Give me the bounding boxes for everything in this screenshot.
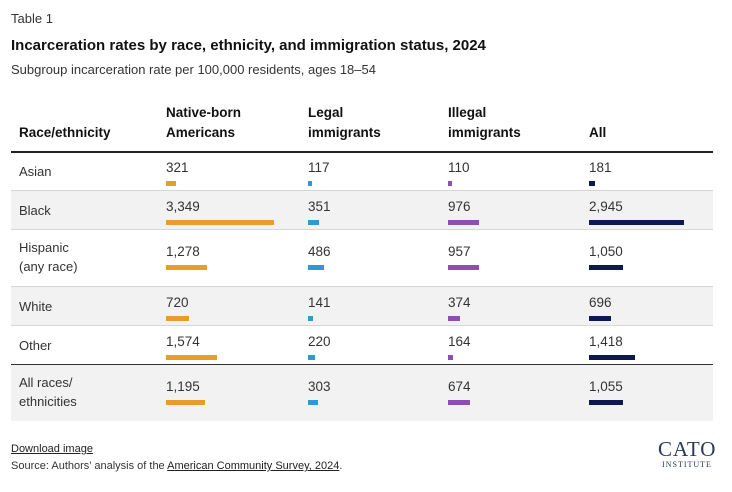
bar-native-born [166,181,176,186]
value-native-born: 720 [166,295,189,310]
row-label: Other [19,338,52,353]
table-title: Incarceration rates by race, ethnicity, … [11,37,486,54]
value-illegal-immigrants: 957 [448,244,471,259]
bar-all [589,355,635,360]
bar-legal-immigrants [308,181,312,186]
source-link[interactable]: American Community Survey, 2024 [167,460,340,472]
bar-illegal-immigrants [448,355,453,360]
value-native-born: 1,574 [166,334,200,349]
row-divider [11,364,713,365]
value-legal-immigrants: 486 [308,244,331,259]
table-row: Asian 321 117 110 181 [11,152,713,191]
value-illegal-immigrants: 976 [448,199,471,214]
data-table: Race/ethnicity Native-born Americans Leg… [11,0,713,492]
bar-illegal-immigrants [448,265,479,270]
source-prefix: Source: Authors’ analysis of the [11,460,168,472]
bar-illegal-immigrants [448,181,452,186]
value-illegal-immigrants: 674 [448,379,471,394]
column-header-all: All [589,125,607,140]
value-illegal-immigrants: 110 [448,160,470,175]
value-native-born: 3,349 [166,199,200,214]
bar-all [589,316,611,321]
value-legal-immigrants: 220 [308,334,331,349]
bar-legal-immigrants [308,355,315,360]
value-native-born: 1,195 [166,379,200,394]
bar-native-born [166,400,205,405]
value-legal-immigrants: 303 [308,379,331,394]
bar-legal-immigrants [308,400,318,405]
value-all: 2,945 [589,199,623,214]
value-all: 181 [589,160,612,175]
value-all: 696 [589,295,612,310]
column-header-illegal-immigrants: Illegal immigrants [448,105,521,140]
row-label: Hispanic (any race) [19,240,78,274]
value-legal-immigrants: 141 [308,295,331,310]
bar-native-born [166,355,217,360]
bar-all [589,181,595,186]
row-divider [11,190,713,191]
logo-wordmark: CATO [658,437,717,461]
value-all: 1,050 [589,244,623,259]
cato-logo: CATO INSTITUTE [658,438,716,474]
bar-native-born [166,265,207,270]
row-label: Black [19,203,51,218]
row-divider [11,229,713,230]
row-divider [11,286,713,287]
table-row: Hispanic (any race) 1,278 486 957 1,050 [11,230,713,287]
table-number: Table 1 [11,11,53,26]
row-label: Asian [19,164,52,179]
download-image-link[interactable]: Download image [11,443,93,455]
table-row: Other 1,574 220 164 1,418 [11,326,713,365]
table-row: White 720 141 374 696 [11,287,713,326]
value-legal-immigrants: 351 [308,199,331,214]
value-legal-immigrants: 117 [308,160,330,175]
value-illegal-immigrants: 164 [448,334,471,349]
bar-all [589,400,623,405]
logo-subtitle: INSTITUTE [662,460,712,469]
table-row: Black 3,349 351 976 2,945 [11,191,713,230]
value-all: 1,418 [589,334,623,349]
row-label: All races/ethnicities [19,375,77,409]
bar-all [589,265,623,270]
value-native-born: 321 [166,160,189,175]
table-subtitle: Subgroup incarceration rate per 100,000 … [11,62,376,77]
bar-legal-immigrants [308,220,319,225]
source-suffix: . [339,460,343,472]
header-rule [11,151,713,153]
bar-illegal-immigrants [448,316,460,321]
value-native-born: 1,278 [166,244,200,259]
bar-all [589,220,684,225]
bar-native-born [166,316,189,321]
bar-illegal-immigrants [448,220,479,225]
column-header-race: Race/ethnicity [19,125,111,140]
column-header-native-born: Native-born Americans [166,105,242,140]
column-header-legal-immigrants: Legal immigrants [308,105,381,140]
bar-illegal-immigrants [448,400,470,405]
row-divider [11,325,713,326]
bar-legal-immigrants [308,265,324,270]
table-row: All races/ethnicities 1,195 303 674 1,055 [11,365,713,421]
value-all: 1,055 [589,379,623,394]
source-note: Source: Authors’ analysis of the America… [11,460,342,472]
value-illegal-immigrants: 374 [448,295,471,310]
row-label: White [19,299,53,314]
bar-native-born [166,220,274,225]
bar-legal-immigrants [308,316,313,321]
